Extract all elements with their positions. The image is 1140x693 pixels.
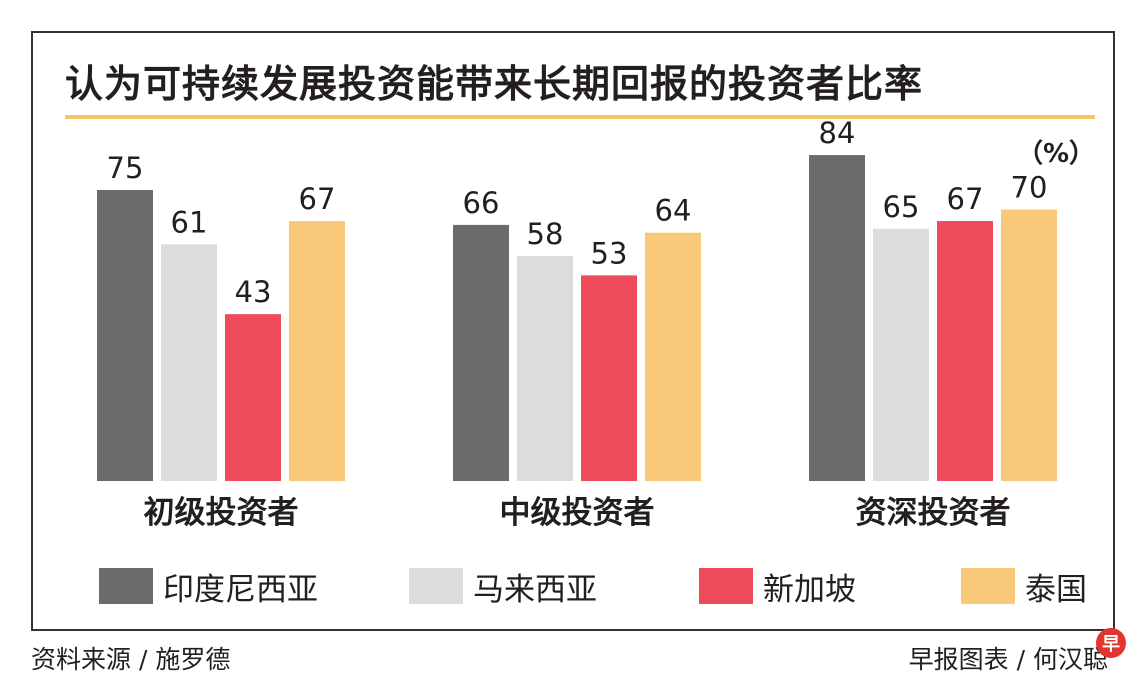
bar-value-label: 64 (655, 194, 692, 228)
category-label: 中级投资者 (500, 495, 655, 531)
bar-indonesia-1 (97, 190, 153, 481)
bar-singapore-2 (581, 275, 637, 481)
legend-label-singapore: 新加坡 (763, 571, 856, 608)
bar-value-label: 67 (299, 182, 336, 216)
bar-thailand-3 (1001, 209, 1057, 481)
bar-indonesia-2 (453, 224, 509, 482)
category-label: 初级投资者 (144, 495, 299, 531)
bar-thailand-2 (645, 232, 701, 481)
bar-malaysia-2 (517, 255, 573, 481)
unit-label: （%） (1016, 139, 1095, 169)
graphic-credit: 早报图表 / 何汉聪 (908, 645, 1108, 674)
bar-value-label: 43 (235, 275, 272, 309)
bar-malaysia-1 (161, 244, 217, 481)
bar-value-label: 75 (107, 151, 144, 185)
bar-indonesia-3 (809, 155, 865, 481)
legend-item-thailand: 泰国 (961, 561, 1087, 611)
bar-value-label: 58 (527, 217, 564, 251)
bar-thailand-1 (289, 221, 345, 482)
legend-item-singapore: 新加坡 (699, 561, 856, 611)
bar-malaysia-3 (873, 228, 929, 481)
bar-value-label: 61 (171, 205, 208, 239)
title-rule (65, 115, 1095, 119)
bar-singapore-1 (225, 314, 281, 481)
source-credit: 资料来源 / 施罗德 (31, 645, 231, 674)
legend-swatch-singapore (699, 568, 753, 604)
legend: 印度尼西亚 马来西亚 新加坡 泰国 (99, 561, 1089, 611)
legend-swatch-malaysia (409, 568, 463, 604)
bar-value-label: 66 (463, 186, 500, 220)
bar-singapore-3 (937, 221, 993, 482)
legend-label-thailand: 泰国 (1025, 571, 1087, 608)
category-label: 资深投资者 (856, 495, 1011, 531)
bar-value-label: 67 (947, 182, 984, 216)
legend-label-indonesia: 印度尼西亚 (163, 571, 318, 608)
chart-frame: 认为可持续发展投资能带来长期回报的投资者比率 （%） 75 61 43 67 初级投资者… (31, 31, 1115, 631)
chart-title: 认为可持续发展投资能带来长期回报的投资者比率 (65, 62, 924, 106)
legend-swatch-indonesia (99, 568, 153, 604)
legend-item-malaysia: 马来西亚 (409, 561, 597, 611)
bar-value-label: 53 (591, 236, 628, 270)
bar-value-label: 84 (819, 116, 856, 150)
bar-chart: 75 61 43 67 初级投资者 66 58 53 64 中级投资者 84 65 67 70 资深投资者 (97, 116, 1057, 531)
legend-label-malaysia: 马来西亚 (473, 571, 597, 608)
legend-item-indonesia: 印度尼西亚 (99, 561, 318, 611)
zaobao-logo: 早 (1096, 628, 1126, 658)
bar-value-label: 70 (1011, 170, 1048, 204)
bar-value-label: 65 (883, 190, 920, 224)
legend-swatch-thailand (961, 568, 1015, 604)
